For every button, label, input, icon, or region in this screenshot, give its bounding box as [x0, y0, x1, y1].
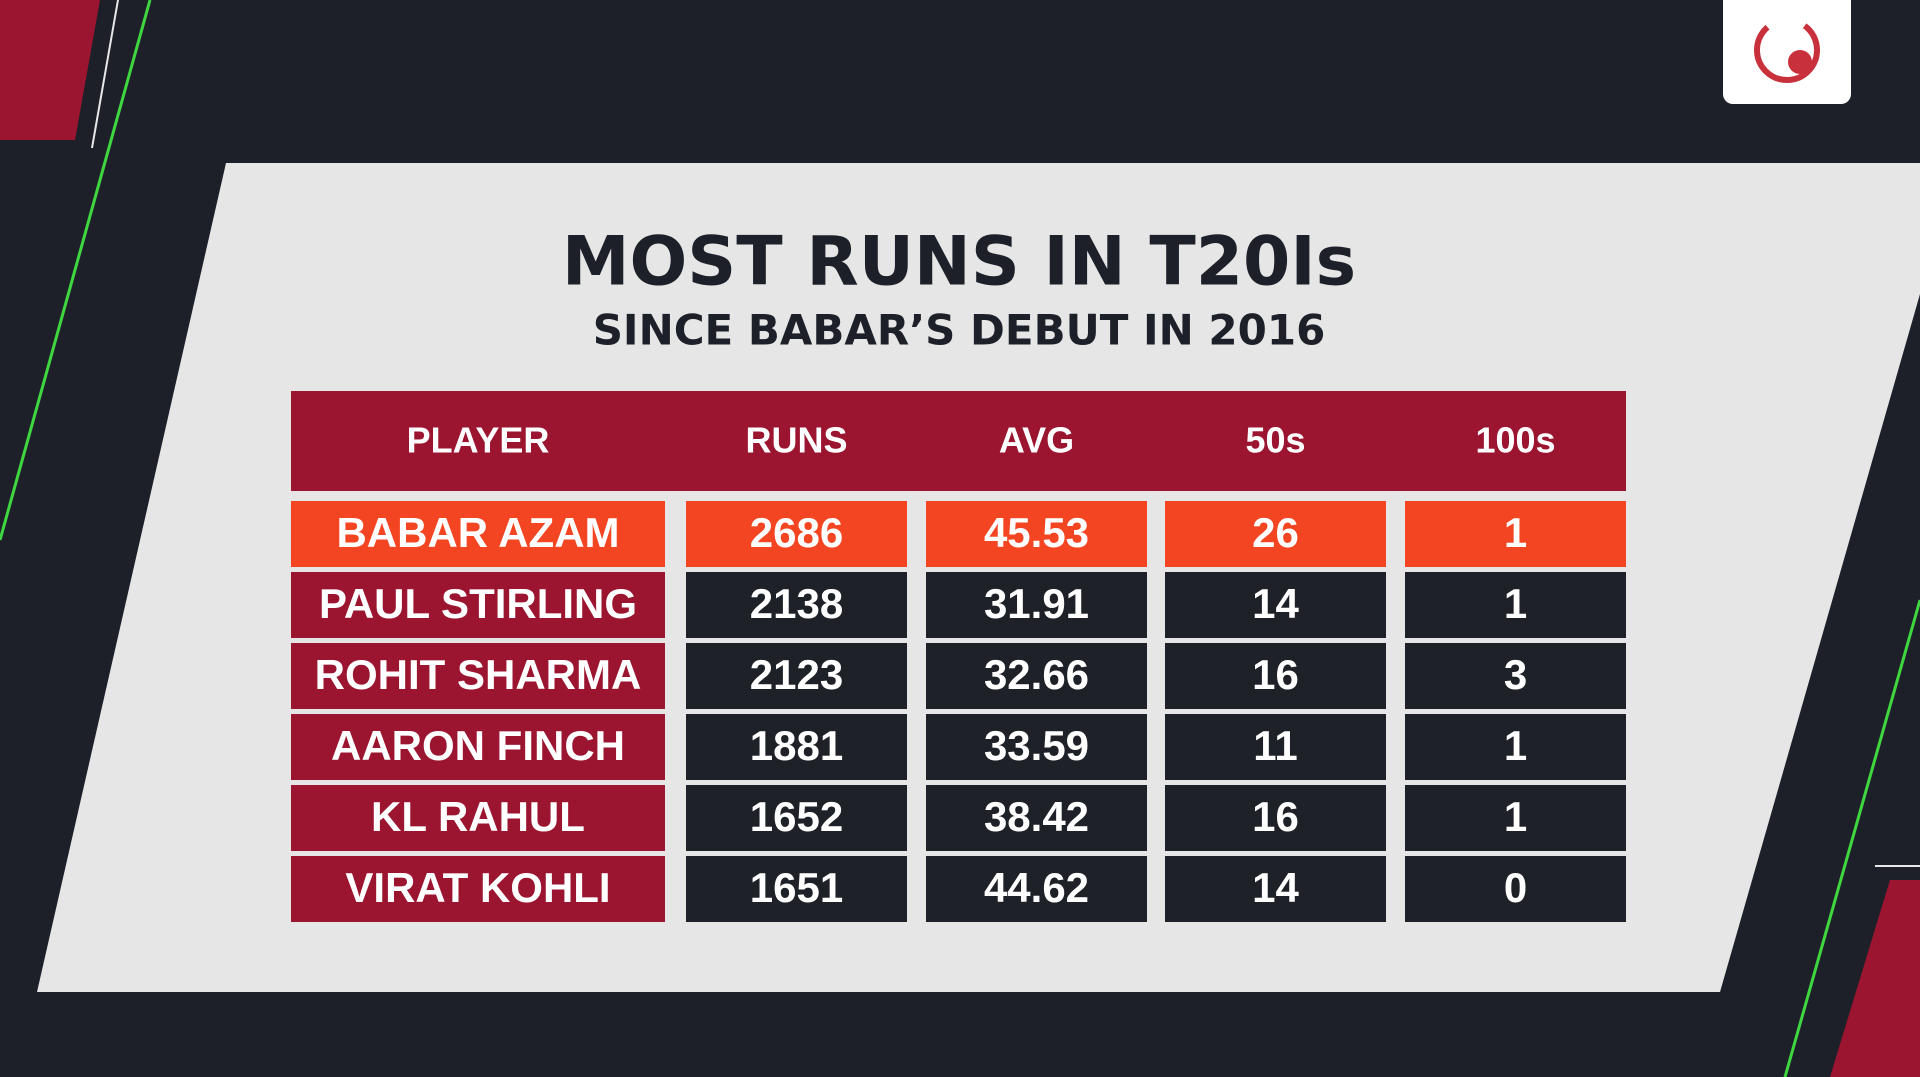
title: MOST RUNS IN T20Is	[562, 223, 1356, 302]
cell-bg	[1405, 785, 1626, 851]
table: PLAYER RUNS AVG 50s 100s BABAR AZAM 2686 45.53 2…	[291, 391, 1626, 922]
stat-cell: 32.66	[984, 651, 1089, 698]
stat-cell: 0	[1504, 864, 1527, 911]
cell-bg	[1405, 643, 1626, 709]
stat-cell: 14	[1252, 580, 1299, 627]
player-name: KL RAHUL	[371, 793, 585, 840]
cell-bg	[686, 714, 907, 780]
cell-bg	[291, 501, 665, 567]
cell-bg	[1405, 856, 1626, 922]
cell-bg	[686, 785, 907, 851]
stat-cell: 11	[1253, 722, 1297, 769]
cell-bg	[291, 572, 665, 638]
cell-bg	[1165, 785, 1386, 851]
player-name: VIRAT KOHLI	[345, 864, 610, 911]
header-cell: 50s	[1245, 420, 1305, 461]
subtitle: SINCE BABAR’S DEBUT IN 2016	[593, 306, 1326, 355]
stat-cell: 2138	[750, 580, 843, 627]
cell-bg	[1165, 643, 1386, 709]
logo-ball	[1788, 50, 1812, 74]
stat-cell: 45.53	[984, 509, 1089, 556]
stat-cell: 38.42	[984, 793, 1089, 840]
cell-bg	[926, 714, 1147, 780]
player-name: PAUL STIRLING	[319, 580, 637, 627]
cell-bg	[1165, 714, 1386, 780]
cell-bg	[1165, 501, 1386, 567]
corner-line	[91, 0, 119, 149]
stat-cell: 14	[1252, 864, 1299, 911]
cell-bg	[291, 856, 665, 922]
header-cell: RUNS	[745, 420, 847, 461]
header-bar	[291, 391, 1626, 491]
player-name: ROHIT SHARMA	[315, 651, 642, 698]
logo-box	[1723, 0, 1851, 104]
cell-bg	[926, 785, 1147, 851]
header-cell: PLAYER	[407, 420, 550, 461]
cell-bg	[291, 785, 665, 851]
stat-cell: 1	[1504, 509, 1527, 556]
stat-cell: 31.91	[984, 580, 1089, 627]
stat-cell: 1881	[750, 722, 843, 769]
cell-bg	[1165, 856, 1386, 922]
stat-cell: 16	[1252, 651, 1299, 698]
cell-bg	[291, 643, 665, 709]
green-line-bottom	[1783, 599, 1920, 1077]
stat-cell: 2123	[750, 651, 843, 698]
player-name: AARON FINCH	[331, 722, 625, 769]
stat-cell: 44.62	[984, 864, 1089, 911]
cell-bg	[686, 501, 907, 567]
cell-bg	[291, 714, 665, 780]
player-name: BABAR AZAM	[336, 509, 619, 556]
header-cell: AVG	[999, 420, 1074, 461]
stat-cell: 1651	[750, 864, 843, 911]
cell-bg	[686, 856, 907, 922]
cell-bg	[926, 572, 1147, 638]
stat-cell: 26	[1252, 509, 1299, 556]
cell-bg	[1405, 714, 1626, 780]
corner-accent-bottom	[1830, 880, 1920, 1077]
cell-bg	[926, 643, 1147, 709]
cell-bg	[1405, 501, 1626, 567]
stat-cell: 1	[1504, 793, 1527, 840]
corner-accent	[0, 0, 100, 140]
stat-cell: 16	[1252, 793, 1299, 840]
stat-cell: 2686	[750, 509, 843, 556]
stat-cell: 1	[1504, 580, 1527, 627]
cell-bg	[926, 856, 1147, 922]
logo	[1754, 17, 1820, 83]
stat-cell: 1	[1504, 722, 1527, 769]
stat-cell: 33.59	[984, 722, 1089, 769]
cell-bg	[1405, 572, 1626, 638]
cell-bg	[1165, 572, 1386, 638]
stat-cell: 3	[1504, 651, 1527, 698]
cell-bg	[686, 643, 907, 709]
green-line	[0, 0, 152, 541]
cell-bg	[686, 572, 907, 638]
header-cell: 100s	[1475, 420, 1555, 461]
cell-bg	[926, 501, 1147, 567]
stat-cell: 1652	[750, 793, 843, 840]
